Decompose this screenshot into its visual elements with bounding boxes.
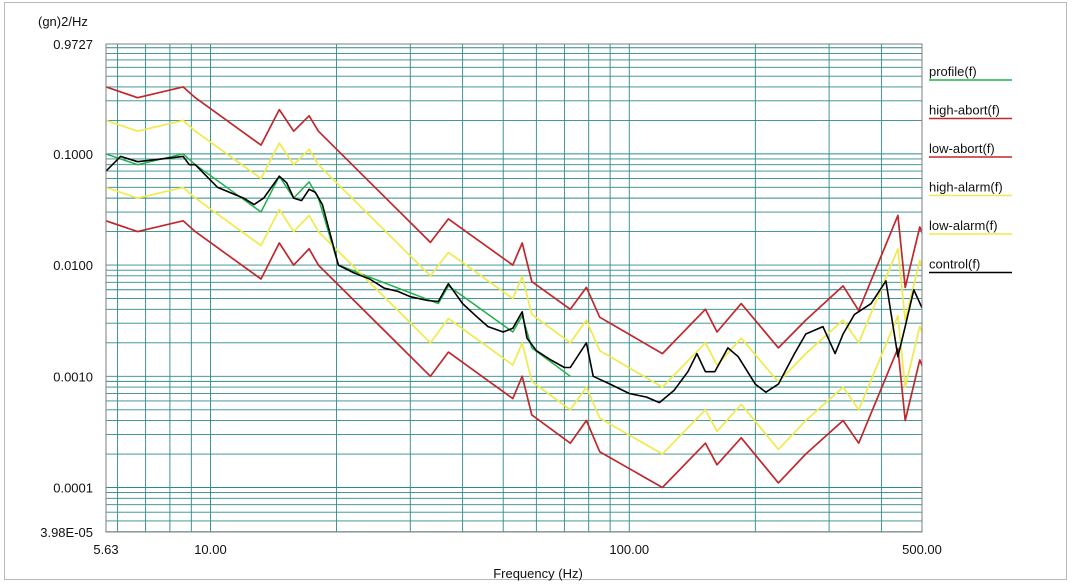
legend-label: high-abort(f) [929, 103, 1000, 118]
y-tick-label: 0.9727 [53, 37, 93, 52]
series-group [106, 86, 922, 489]
series-line-high-abortf [106, 86, 922, 355]
y-tick-label: 0.0001 [53, 481, 93, 496]
grid [106, 44, 922, 533]
plot-area-border [105, 43, 923, 533]
series-line-low-abortf [106, 219, 922, 489]
y-tick-label: 0.0010 [53, 369, 93, 384]
y-tick-label: 0.0100 [53, 258, 93, 273]
tick-labels: 0.9727 0.1000 0.0100 0.0010 0.0001 3.98E-055.… [40, 37, 942, 557]
legend-label: high-alarm(f) [929, 180, 1003, 195]
legend-label: control(f) [929, 257, 980, 272]
legend-label: profile(f) [929, 64, 977, 79]
series-line-high-alarmf [106, 119, 922, 388]
y-unit-label: (gn)2/Hz [38, 14, 88, 29]
series-line-low-alarmf [106, 186, 922, 455]
legend-label: low-alarm(f) [929, 218, 998, 233]
x-tick-label: 500.00 [902, 542, 942, 557]
legend-label: low-abort(f) [929, 141, 995, 156]
x-axis-label: Frequency (Hz) [493, 566, 583, 581]
legend: profile(f) high-abort(f) low-abort(f) high-… [929, 64, 1012, 274]
y-tick-label: 0.1000 [53, 147, 93, 162]
series-line-profilef [106, 153, 571, 377]
x-tick-label: 10.00 [194, 542, 227, 557]
y-tick-label: 3.98E-05 [40, 525, 93, 540]
x-tick-label: 100.00 [609, 542, 649, 557]
series-line-controlf [106, 155, 922, 404]
x-tick-label: 5.63 [93, 542, 118, 557]
chart-frame [4, 2, 1067, 580]
